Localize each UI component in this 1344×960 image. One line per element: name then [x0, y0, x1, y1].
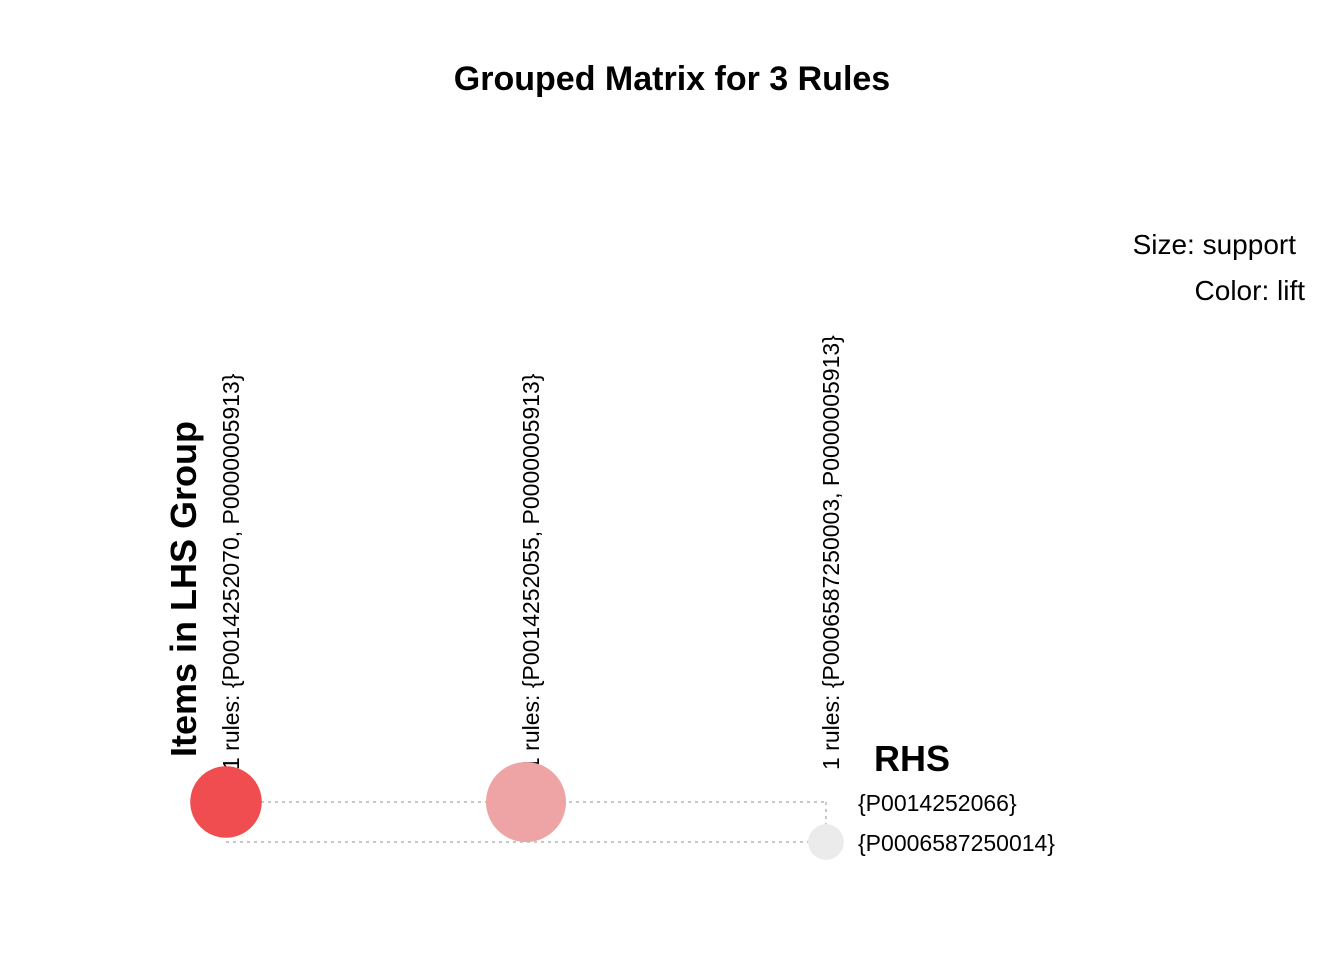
guide-lines — [226, 801, 827, 843]
lhs-group-label: 1 rules: {P0014252070, P0000005913} — [218, 373, 244, 770]
rule-bubble — [808, 824, 844, 860]
rule-bubble — [486, 762, 566, 842]
lhs-group-label: 1 rules: {P0014252055, P0000005913} — [518, 373, 544, 770]
rhs-axis-title: RHS — [874, 738, 950, 779]
rhs-item-label: {P0014252066} — [858, 790, 1017, 816]
lhs-group-label: 1 rules: {P0006587250003, P0000005913} — [818, 335, 844, 770]
rhs-item-label: {P0006587250014} — [858, 830, 1055, 856]
rule-bubble — [190, 766, 262, 838]
rule-bubbles — [190, 762, 844, 860]
rhs-item-labels: {P0014252066} {P0006587250014} — [858, 790, 1055, 856]
legend-size-label: Size: support — [1133, 229, 1297, 260]
chart-title: Grouped Matrix for 3 Rules — [454, 60, 890, 98]
lhs-group-labels: 1 rules: {P0014252070, P0000005913} 1 rul… — [218, 335, 844, 770]
lhs-axis-title: Items in LHS Group — [163, 421, 204, 757]
legend-color-label: Color: lift — [1195, 275, 1306, 306]
